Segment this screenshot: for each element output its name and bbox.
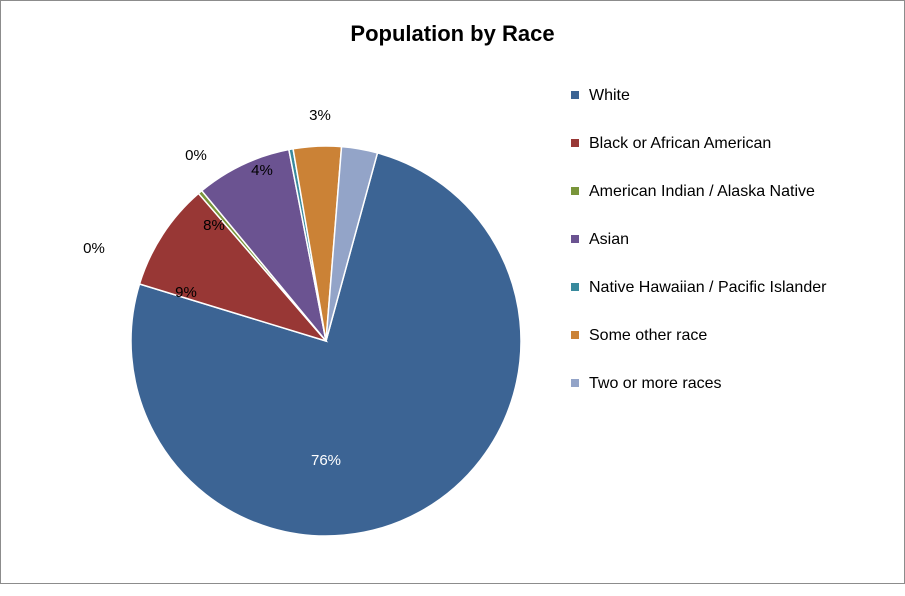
legend-item: White [571,86,871,106]
slice-label: 3% [309,107,331,124]
legend-label: Some other race [589,326,849,346]
chart-title: Population by Race [1,1,904,47]
legend-swatch [571,187,579,195]
legend-swatch [571,331,579,339]
legend-item: Black or African American [571,134,871,154]
legend-swatch [571,379,579,387]
legend-label: Two or more races [589,374,849,394]
chart-body: 76% 9% 0% 8% 0% 4% 3% White Black or African Am… [1,61,904,583]
slice-label: 0% [83,240,105,257]
slice-label: 76% [311,452,341,469]
legend-label: Native Hawaiian / Pacific Islander [589,278,849,298]
legend-swatch [571,139,579,147]
legend-label: Asian [589,230,849,250]
legend-label: Black or African American [589,134,849,154]
slice-label: 9% [175,284,197,301]
pie-svg: 76% 9% 0% 8% 0% 4% 3% [61,91,561,591]
legend-item: Some other race [571,326,871,346]
chart-container: Population by Race 76% 9% 0% 8% 0% 4% 3% White… [0,0,905,584]
legend-swatch [571,283,579,291]
legend-label: White [589,86,849,106]
legend-swatch [571,91,579,99]
legend-swatch [571,235,579,243]
legend-item: Native Hawaiian / Pacific Islander [571,278,871,298]
slice-label: 8% [203,217,225,234]
slice-label: 4% [251,162,273,179]
legend-item: Two or more races [571,374,871,394]
legend-item: American Indian / Alaska Native [571,182,871,202]
legend-item: Asian [571,230,871,250]
pie-chart: 76% 9% 0% 8% 0% 4% 3% [61,91,481,551]
legend: White Black or African American American I… [571,86,871,422]
slice-label: 0% [185,147,207,164]
legend-label: American Indian / Alaska Native [589,182,849,202]
